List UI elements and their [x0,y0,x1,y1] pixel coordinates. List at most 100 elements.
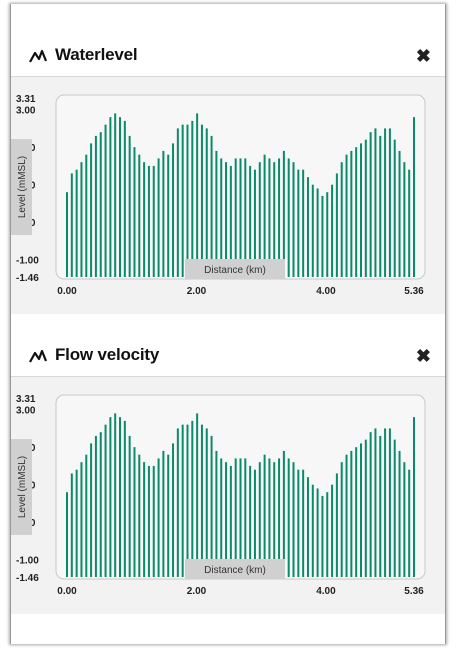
bar [278,158,281,277]
app-window: Waterlevel ✖ 3.313.002.001.000.00-1.00-1… [10,4,446,644]
x-axis-label: Distance (km) [204,265,266,276]
bar [152,465,155,577]
bar [316,488,319,577]
bar [70,473,73,577]
y-tick-label: 3.31 [16,394,36,405]
bar [292,162,295,277]
bar [157,458,160,577]
bar [80,462,83,577]
bar [306,177,309,277]
bar [210,135,213,277]
divider [11,76,445,77]
bar [253,469,256,577]
bar [239,158,242,277]
bar [393,439,396,577]
bar [172,143,175,277]
bar [350,450,353,577]
bar [215,450,218,577]
bar [133,147,136,277]
bar [302,169,305,277]
x-tick-label: 0.00 [57,286,77,297]
bar [311,184,314,277]
bar [215,150,218,277]
bar [340,462,343,577]
y-axis-label-box [11,439,32,535]
bar [167,154,170,277]
bar [369,132,372,277]
bar [123,120,126,277]
bar [99,432,102,577]
close-icon[interactable]: ✖ [415,346,431,366]
bar [229,165,232,277]
bar [225,462,228,577]
bar [321,495,324,577]
bar [220,158,223,277]
bar [176,128,179,277]
bar [191,120,194,277]
bar [359,443,362,577]
bar [379,135,382,277]
x-tick-label: 4.00 [316,586,336,597]
bar [364,139,367,277]
bar [90,143,93,277]
bar [364,439,367,577]
bar [335,173,338,277]
bar [273,162,276,277]
bar [186,424,189,577]
bar [374,428,377,577]
bar [210,435,213,577]
bar [75,469,78,577]
bar [85,454,88,577]
bar [297,169,300,277]
bar [147,165,150,277]
bar [398,150,401,277]
bar [229,465,232,577]
line-chart-icon [29,49,47,63]
bar [90,443,93,577]
bar [234,458,237,577]
bar [282,450,285,577]
x-axis-label-box [185,559,285,579]
bar [162,450,165,577]
y-tick-label: 3.00 [16,106,36,117]
divider [11,376,445,377]
line-chart-icon [29,349,47,363]
close-icon[interactable]: ✖ [415,46,431,66]
bar [80,162,83,277]
bar [253,169,256,277]
bar [350,150,353,277]
bar [263,154,266,277]
bar [109,117,112,277]
bar [196,413,199,577]
bar [205,128,208,277]
bar [157,158,160,277]
panel-header-flow-velocity: Flow velocity ✖ [11,314,445,386]
bar [234,158,237,277]
x-tick-label: 2.00 [187,286,207,297]
bar [249,165,252,277]
bar [66,492,68,577]
bar [355,147,358,277]
bar [75,169,78,277]
bar [258,462,261,577]
bar [66,192,68,277]
x-tick-label: 2.00 [187,586,207,597]
bar [326,492,329,577]
bar [109,417,112,577]
bar [388,428,391,577]
bar [94,435,97,577]
bar [191,420,194,577]
bar [244,458,247,577]
bar [143,462,146,577]
bar [413,417,415,577]
bar [268,458,271,577]
bar [287,458,290,577]
bar [244,158,247,277]
bar [128,135,131,277]
bar [331,184,334,277]
y-tick-label: -1.46 [16,273,39,284]
bar [292,462,295,577]
bar [123,420,126,577]
panel-header-waterlevel: Waterlevel ✖ [11,4,445,76]
